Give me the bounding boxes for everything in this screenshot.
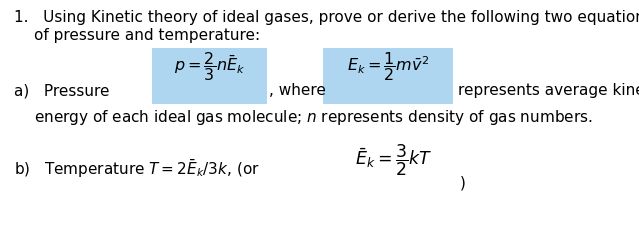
Text: energy of each ideal gas molecule; $n$ represents density of gas numbers.: energy of each ideal gas molecule; $n$ r… bbox=[34, 108, 592, 127]
Text: $\bar{E}_k = \dfrac{3}{2}kT$: $\bar{E}_k = \dfrac{3}{2}kT$ bbox=[355, 143, 432, 178]
Text: 1.   Using Kinetic theory of ideal gases, prove or derive the following two equa: 1. Using Kinetic theory of ideal gases, … bbox=[14, 10, 639, 25]
Text: represents average kinetic: represents average kinetic bbox=[458, 83, 639, 98]
Text: , where: , where bbox=[269, 83, 326, 98]
Bar bbox=[323, 48, 453, 104]
Text: $E_k = \dfrac{1}{2}m\bar{v}^2$: $E_k = \dfrac{1}{2}m\bar{v}^2$ bbox=[347, 50, 429, 83]
Bar bbox=[152, 48, 267, 104]
Text: a)   Pressure: a) Pressure bbox=[14, 83, 109, 98]
Text: ): ) bbox=[460, 176, 466, 191]
Text: of pressure and temperature:: of pressure and temperature: bbox=[34, 28, 260, 43]
Text: $p = \dfrac{2}{3}n\bar{E}_k$: $p = \dfrac{2}{3}n\bar{E}_k$ bbox=[174, 50, 245, 83]
Text: b)   Temperature $T = 2\bar{E}_k/3k$, (or: b) Temperature $T = 2\bar{E}_k/3k$, (or bbox=[14, 158, 259, 180]
